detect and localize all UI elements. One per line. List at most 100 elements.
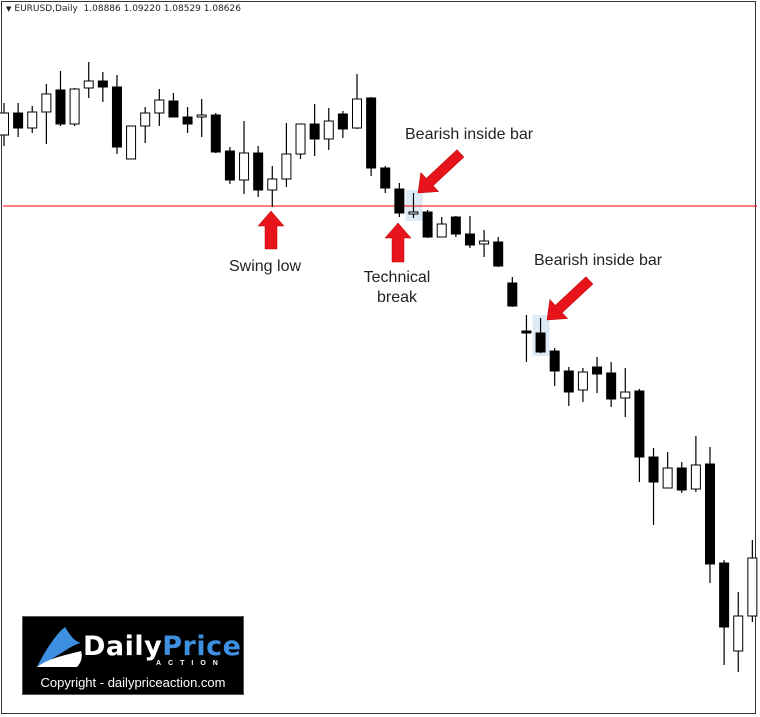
bearish-candle [606, 362, 617, 407]
bullish-candle [690, 436, 701, 492]
swing-low-up-arrow [257, 210, 285, 250]
label-bearish-inside-bar-2: Bearish inside bar [534, 252, 663, 269]
candle-body [97, 80, 108, 88]
bearish-candle [705, 447, 715, 583]
bearish-candle [97, 72, 108, 102]
bearish-candle [464, 216, 475, 248]
candle-body [281, 153, 292, 180]
bullish-candle [323, 108, 334, 150]
bearish-candle [450, 216, 461, 237]
bullish-candle [620, 368, 631, 417]
candle-body [253, 152, 264, 191]
bullish-candle [154, 89, 165, 126]
technical-break-up-arrow [384, 222, 412, 263]
bearish-candle [366, 97, 377, 176]
candle-body [705, 463, 715, 565]
candle-body [210, 114, 221, 153]
candle-body [0, 112, 9, 136]
bearish-candle [507, 277, 518, 307]
candle-body [337, 113, 348, 130]
logo-brand: DailyPrice [83, 631, 241, 662]
candle-body [606, 372, 617, 400]
bullish-candle [281, 123, 292, 187]
bearish-candle [111, 75, 122, 154]
logo-wave-icon [37, 627, 82, 667]
bullish-candle [733, 592, 744, 672]
candle-body [408, 211, 419, 215]
bearish-candle [210, 113, 221, 153]
logo-brand-price: Price [162, 631, 242, 662]
candle-body [196, 114, 207, 118]
candles [0, 62, 758, 672]
candle-body [27, 111, 38, 129]
bullish-candle [41, 84, 52, 144]
candle-body [464, 233, 475, 246]
bullish-candle [83, 62, 94, 98]
candle-body [154, 99, 165, 114]
label-technical-break-line1: Technical [363, 269, 431, 286]
bullish-candle [577, 368, 588, 402]
bullish-candle [662, 452, 673, 489]
candle-body [549, 350, 560, 372]
annotation-arrows [257, 149, 594, 321]
label-technical-break: Technical break [357, 268, 437, 308]
bullish-candle [436, 217, 447, 238]
bullish-candle [267, 166, 278, 207]
candle-body [493, 241, 504, 267]
bearish-candle [224, 147, 235, 184]
candle-body [690, 464, 701, 490]
logo-sub: ACTION [156, 660, 225, 667]
candle-body [224, 150, 235, 181]
bearish-candle [168, 93, 179, 118]
candle-body [662, 467, 673, 489]
bearish-candle [648, 448, 659, 525]
bearish-candle [337, 111, 348, 138]
candle-body [182, 116, 193, 125]
bullish-candle [239, 121, 250, 194]
bearish-candle [493, 237, 504, 267]
bearish-candle [634, 389, 645, 482]
candle-body [592, 366, 603, 375]
bearish-candle [676, 462, 687, 493]
candle-body [563, 370, 574, 393]
candle-body [111, 86, 122, 148]
candle-body [380, 167, 391, 189]
candle-body [239, 152, 250, 181]
candle-body [309, 123, 320, 140]
bearish-candle [563, 367, 574, 406]
candle-body [352, 98, 362, 129]
bearish-candle [309, 104, 320, 156]
bearish-candle [13, 103, 24, 137]
bearish-candle [380, 166, 391, 193]
bullish-candle [295, 123, 306, 159]
bullish-candle [126, 125, 137, 160]
dropdown-triangle-icon[interactable]: ▼ [6, 5, 12, 13]
candle-body [126, 125, 137, 160]
bullish-candle [27, 106, 38, 133]
candle-body [507, 282, 518, 307]
label-technical-break-line2: break [376, 289, 418, 306]
symbol-label: EURUSD,Daily [14, 4, 78, 14]
candle-body [323, 120, 334, 140]
logo-copyright: Copyright - dailypriceaction.com [40, 675, 226, 690]
ohlc-readout: 1.08886 1.09220 1.08529 1.08626 [83, 4, 241, 14]
candle-body [394, 188, 405, 214]
bullish-candle [69, 88, 80, 126]
candle-body [69, 88, 80, 125]
bullish-candle [408, 193, 419, 218]
candle-body [648, 456, 659, 483]
bearish-candle [535, 318, 546, 353]
bearish-candle [55, 71, 66, 126]
candle-body [295, 123, 306, 155]
candle-body [140, 112, 151, 127]
candle-body [620, 391, 631, 399]
inside-bar-arrow-1 [417, 149, 465, 194]
label-bearish-inside-bar-1: Bearish inside bar [405, 126, 534, 143]
bullish-candle [0, 103, 9, 146]
bullish-candle [140, 107, 151, 143]
bearish-candle [521, 315, 532, 362]
bearish-candle [549, 348, 560, 386]
